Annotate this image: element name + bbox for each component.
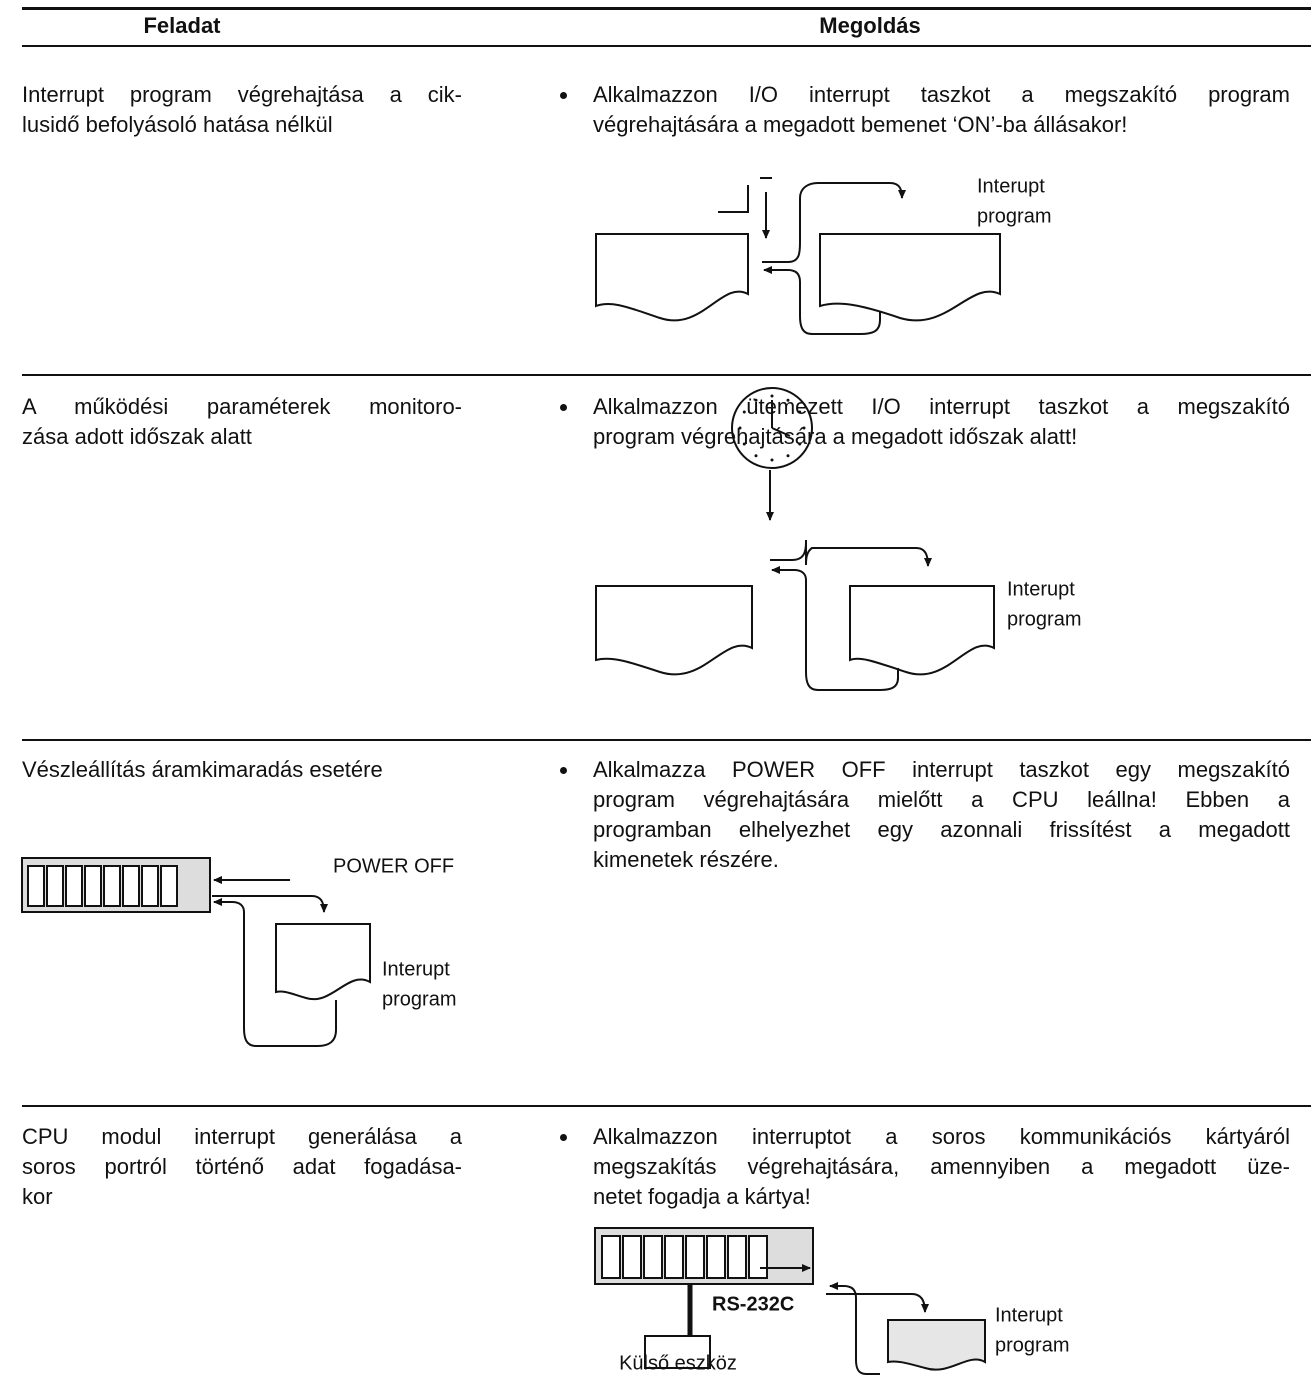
diagram-label: RS-232C — [712, 1293, 794, 1315]
solution-line: netet fogadja a kártya! — [593, 1184, 811, 1209]
drawing-part — [786, 454, 790, 458]
diagram-label: program — [995, 1334, 1069, 1356]
drawing-part — [601, 1235, 621, 1279]
drawing-part — [770, 458, 774, 462]
task-line: lusidő befolyásoló hatása nélkül — [22, 112, 333, 137]
diagram-timer — [595, 387, 995, 691]
solution-line: Alkalmazzon ütemezett I/O interrupt tasz… — [593, 394, 1290, 419]
drawing-part — [46, 865, 64, 907]
drawing-part — [786, 398, 790, 402]
diagram-label: Interupt — [1007, 578, 1075, 600]
bullet — [560, 404, 567, 411]
drawing-part — [664, 1235, 684, 1279]
solution-line: Alkalmazza POWER OFF interrupt taszkot e… — [593, 757, 1290, 782]
drawing-part — [27, 865, 45, 907]
drawing-part — [798, 442, 802, 446]
solution-line: megszakítás végrehajtására, amennyiben a… — [593, 1154, 1290, 1179]
drawing-part — [802, 426, 806, 430]
drawing-part — [141, 865, 159, 907]
drawing-part — [754, 454, 758, 458]
task-line: kor — [22, 1184, 53, 1209]
drawing-part — [738, 426, 742, 430]
header-task: Feladat — [143, 13, 221, 38]
top-rule — [22, 7, 1311, 10]
task-line: CPU modul interrupt generálása a — [22, 1124, 462, 1149]
diagram-label: Interupt — [995, 1304, 1063, 1326]
drawing-part — [65, 865, 83, 907]
diagram-label: program — [382, 988, 456, 1010]
task-line: zása adott időszak alatt — [22, 424, 252, 449]
solution-line: Alkalmazzon I/O interrupt taszkot a megs… — [593, 82, 1290, 107]
drawing-part — [770, 394, 774, 398]
solution-line: Alkalmazzon interruptot a soros kommunik… — [593, 1124, 1290, 1149]
diagram-serial — [594, 1227, 986, 1375]
bullet — [560, 92, 567, 99]
drawing-part — [754, 398, 758, 402]
diagram-label: program — [977, 205, 1051, 227]
task-line: A működési paraméterek monitoro- — [22, 394, 462, 419]
row-rule — [22, 1105, 1311, 1107]
diagram-label: program — [1007, 608, 1081, 630]
diagram-label: Interupt — [977, 175, 1045, 197]
drawing-part — [748, 1235, 768, 1279]
drawing-part — [122, 865, 140, 907]
header-solution: Megoldás — [819, 13, 921, 38]
task-line: Interrupt program végrehajtása a cik- — [22, 82, 462, 107]
header-rule — [22, 45, 1311, 47]
solution-line: végrehajtására a megadott bemenet ‘ON’-b… — [593, 112, 1128, 137]
diagram-label: POWER OFF — [333, 855, 454, 877]
diagram-label: Külső eszköz — [619, 1352, 737, 1374]
solution-line: programban elhelyezhet egy azonnali fris… — [593, 817, 1290, 842]
drawing-part — [685, 1235, 705, 1279]
drawing-part — [160, 865, 178, 907]
row-rule — [22, 374, 1311, 376]
diagram-interrupt — [595, 177, 1001, 335]
drawing-part — [103, 865, 121, 907]
drawing-part — [706, 1235, 726, 1279]
drawing-part — [742, 410, 746, 414]
row-rule — [22, 739, 1311, 741]
bullet — [560, 767, 567, 774]
task-line: soros portról történő adat fogadása- — [22, 1154, 462, 1179]
drawing-part — [727, 1235, 747, 1279]
solution-line: program végrehajtására mielőtt a CPU leá… — [593, 787, 1290, 812]
drawing-part — [622, 1235, 642, 1279]
drawing-part — [742, 442, 746, 446]
bullet — [560, 1134, 567, 1141]
diagram-power-off — [21, 857, 371, 1047]
solution-line: program végrehajtására a megadott idősza… — [593, 424, 1078, 449]
drawing-part — [84, 865, 102, 907]
drawing-part — [643, 1235, 663, 1279]
drawing-part — [798, 410, 802, 414]
task-line: Vészleállítás áramkimaradás esetére — [22, 757, 383, 782]
diagram-label: Interupt — [382, 958, 450, 980]
solution-line: kimenetek részére. — [593, 847, 779, 872]
